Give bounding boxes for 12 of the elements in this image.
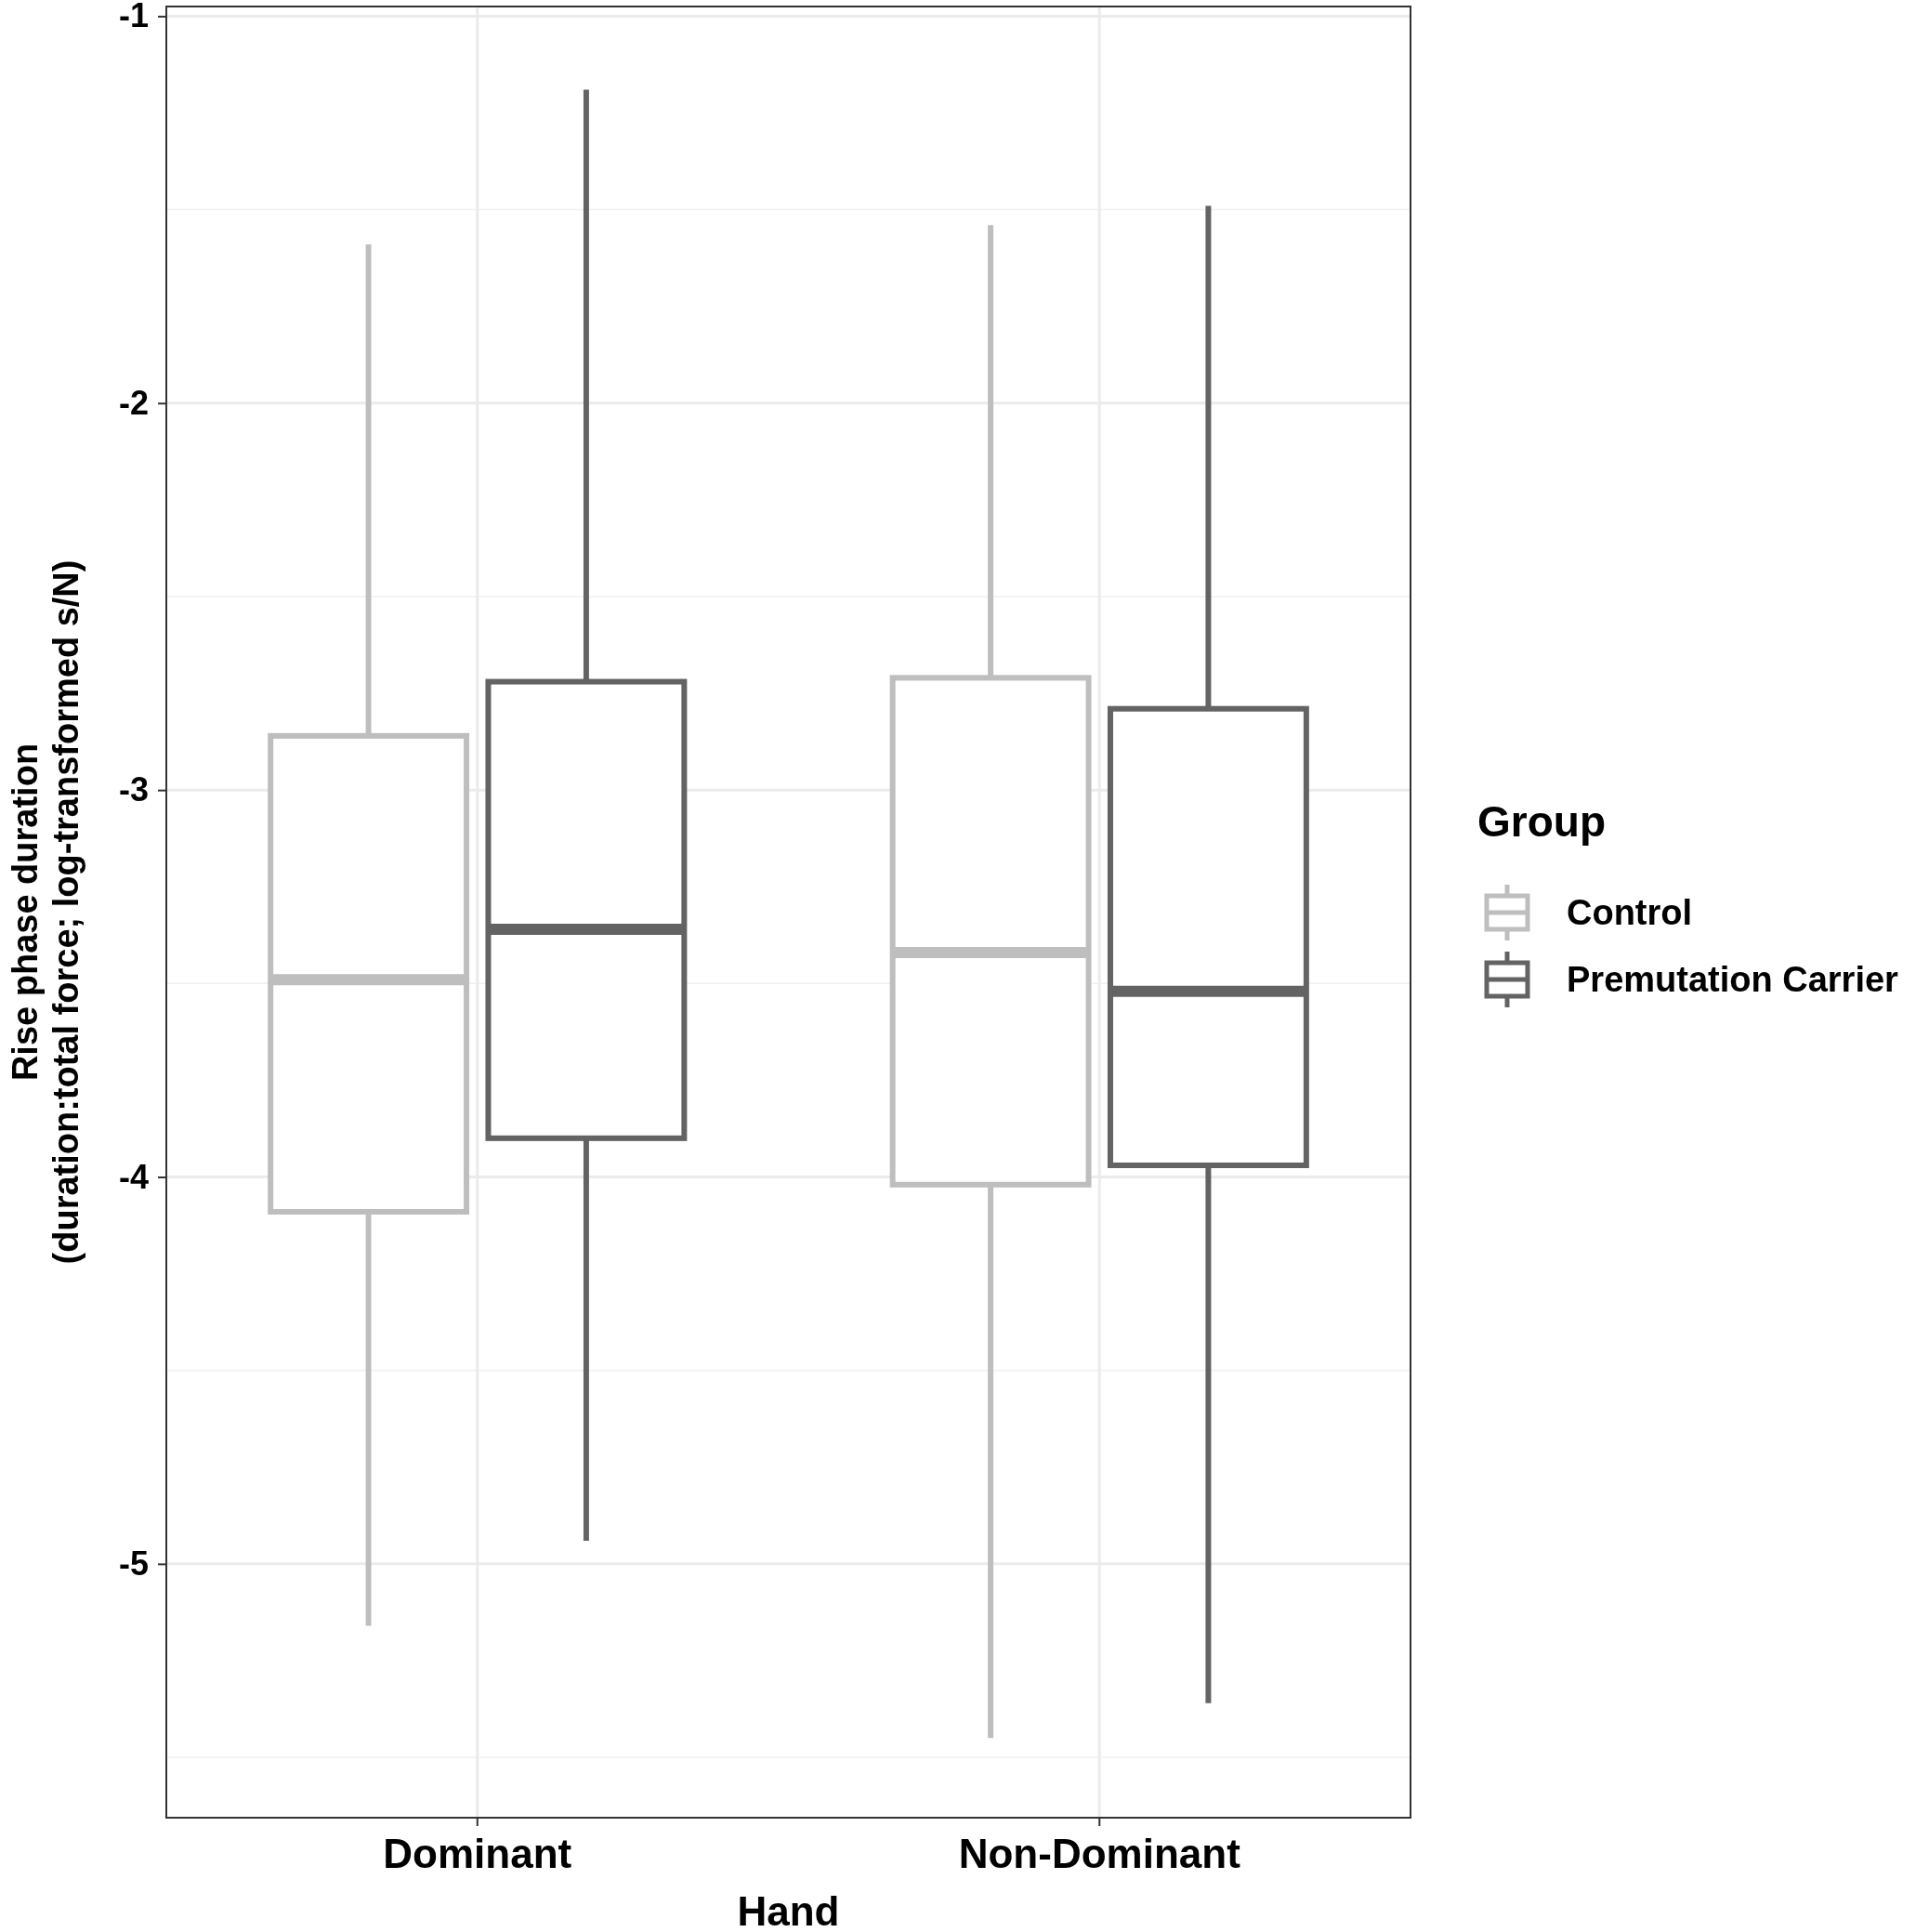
x-tick-label: Dominant xyxy=(383,1831,572,1877)
y-tick-label: -4 xyxy=(118,1157,149,1196)
x-axis-title: Hand xyxy=(737,1888,840,1932)
legend-label: Control xyxy=(1567,893,1693,932)
y-tick-label: -1 xyxy=(118,0,149,35)
y-tick-label: -3 xyxy=(118,770,149,809)
y-tick-label: -2 xyxy=(118,383,149,422)
legend-title: Group xyxy=(1477,797,1606,846)
y-tick-label: -5 xyxy=(118,1544,149,1583)
y-axis-title: Rise phase duration (duration:total force; log-transformed s/N) xyxy=(6,559,85,1265)
x-tick-label: Non-Dominant xyxy=(958,1831,1241,1877)
legend-label: Premutation Carrier xyxy=(1567,960,1899,999)
